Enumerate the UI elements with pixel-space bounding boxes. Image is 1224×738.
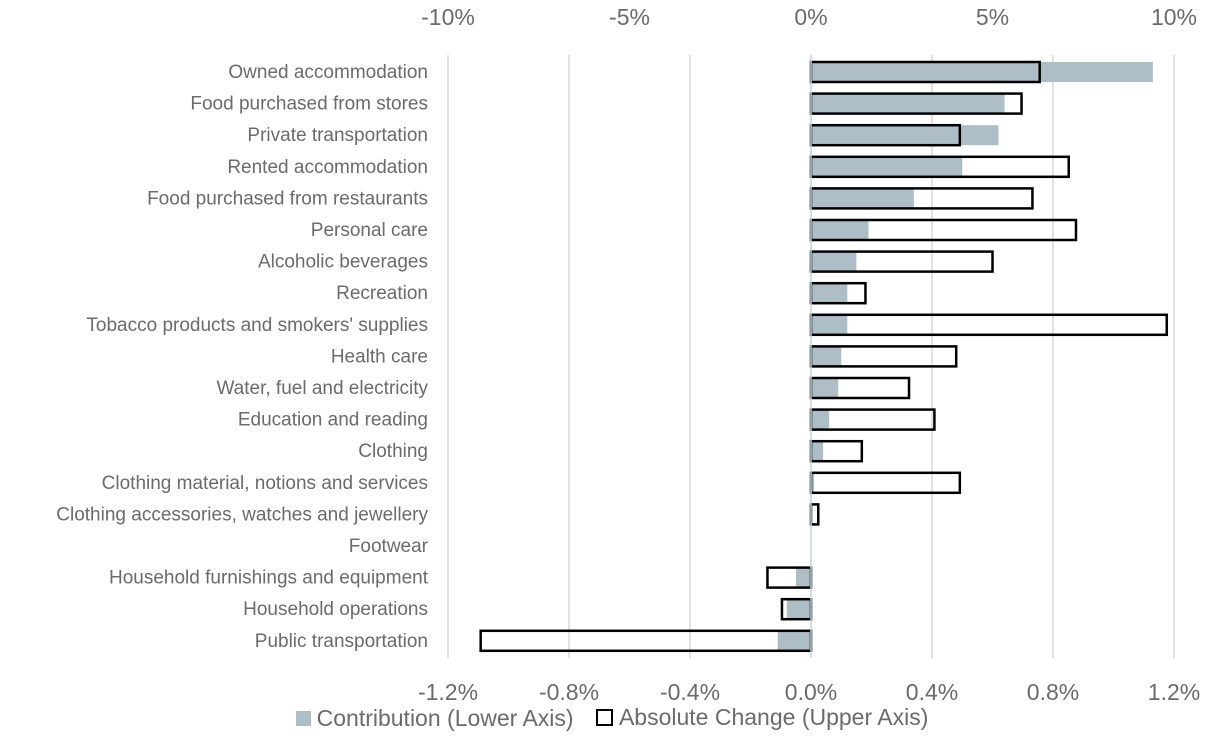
lower-axis-tick-label: 0.0% (785, 679, 837, 700)
legend: Contribution (Lower Axis) Absolute Chang… (0, 704, 1224, 732)
contribution-bar (777, 630, 811, 651)
legend-label-contribution: Contribution (Lower Axis) (316, 705, 574, 731)
category-label: Private transportation (247, 125, 428, 146)
category-label: Rented accommodation (227, 157, 428, 178)
upper-axis-tick-label: 0% (794, 4, 827, 30)
category-label: Health care (331, 346, 428, 367)
upper-axis-tick-label: 5% (976, 4, 1009, 30)
absolute-change-bar (479, 629, 813, 653)
legend-label-absolute-change: Absolute Change (Upper Axis) (618, 704, 929, 730)
lower-axis-tick-label: -0.4% (660, 679, 720, 700)
category-label: Personal care (311, 220, 428, 241)
chart-svg: -1.2% -0.8% -0.4% 0.0% 0.4% 0.8% 1.2% -10% -5% 0%… (56, 4, 1200, 700)
category-label: Footwear (349, 536, 429, 557)
contribution-bar (811, 220, 869, 240)
category-label: Clothing accessories, watches and jewell… (56, 504, 428, 525)
contribution-bar (811, 125, 999, 146)
contribution-bar (811, 472, 815, 493)
category-label: Clothing material, notions and services (102, 473, 428, 494)
category-label: Recreation (336, 283, 428, 304)
contribution-bar (811, 409, 830, 430)
contribution-bar (811, 314, 848, 335)
contribution-bar (811, 93, 1005, 114)
absolute-change-bar (809, 503, 820, 526)
category-label: Food purchased from restaurants (147, 188, 428, 209)
category-label: Tobacco products and smokers' supplies (86, 315, 428, 336)
category-label: Household furnishings and equipment (109, 568, 429, 589)
legend-item-absolute-change: Absolute Change (Upper Axis) (595, 704, 929, 731)
upper-axis-tick-label: 10% (1151, 4, 1197, 30)
category-label: Public transportation (255, 631, 428, 652)
legend-swatch-absolute-change (595, 709, 613, 726)
category-label: Household operations (243, 599, 428, 620)
lower-axis-tick-label: 1.2% (1148, 679, 1200, 700)
absolute-change-bar (809, 471, 962, 495)
legend-swatch-contribution (295, 711, 311, 726)
category-label: Owned accommodation (228, 62, 428, 83)
contribution-bar (811, 188, 914, 209)
lower-axis-tick-label: 0.8% (1027, 679, 1079, 700)
upper-axis-tick-label: -5% (609, 4, 650, 30)
contribution-bar (811, 346, 842, 367)
contribution-bar (811, 251, 857, 272)
contribution-bar (811, 378, 839, 398)
contribution-bar (811, 156, 963, 177)
lower-axis-tick-label: 0.4% (906, 679, 958, 700)
lower-axis-tick-label: -0.8% (539, 679, 599, 700)
contribution-bar (786, 599, 811, 620)
category-label: Alcoholic beverages (258, 252, 428, 273)
contribution-bar (795, 567, 811, 588)
contribution-bar (811, 283, 848, 304)
upper-axis-tick-label: -10% (421, 4, 475, 30)
category-label: Clothing (358, 441, 428, 462)
absolute-change-bar (809, 408, 936, 431)
category-label: Food purchased from stores (190, 94, 428, 115)
category-label: Water, fuel and electricity (216, 378, 428, 399)
absolute-change-bar (809, 313, 1168, 337)
lower-axis-tick-label: -1.2% (418, 679, 478, 700)
category-label: Education and reading (238, 410, 428, 431)
legend-item-contribution: Contribution (Lower Axis) (295, 705, 574, 732)
contribution-bar (811, 62, 1153, 82)
contribution-bar (811, 441, 824, 462)
